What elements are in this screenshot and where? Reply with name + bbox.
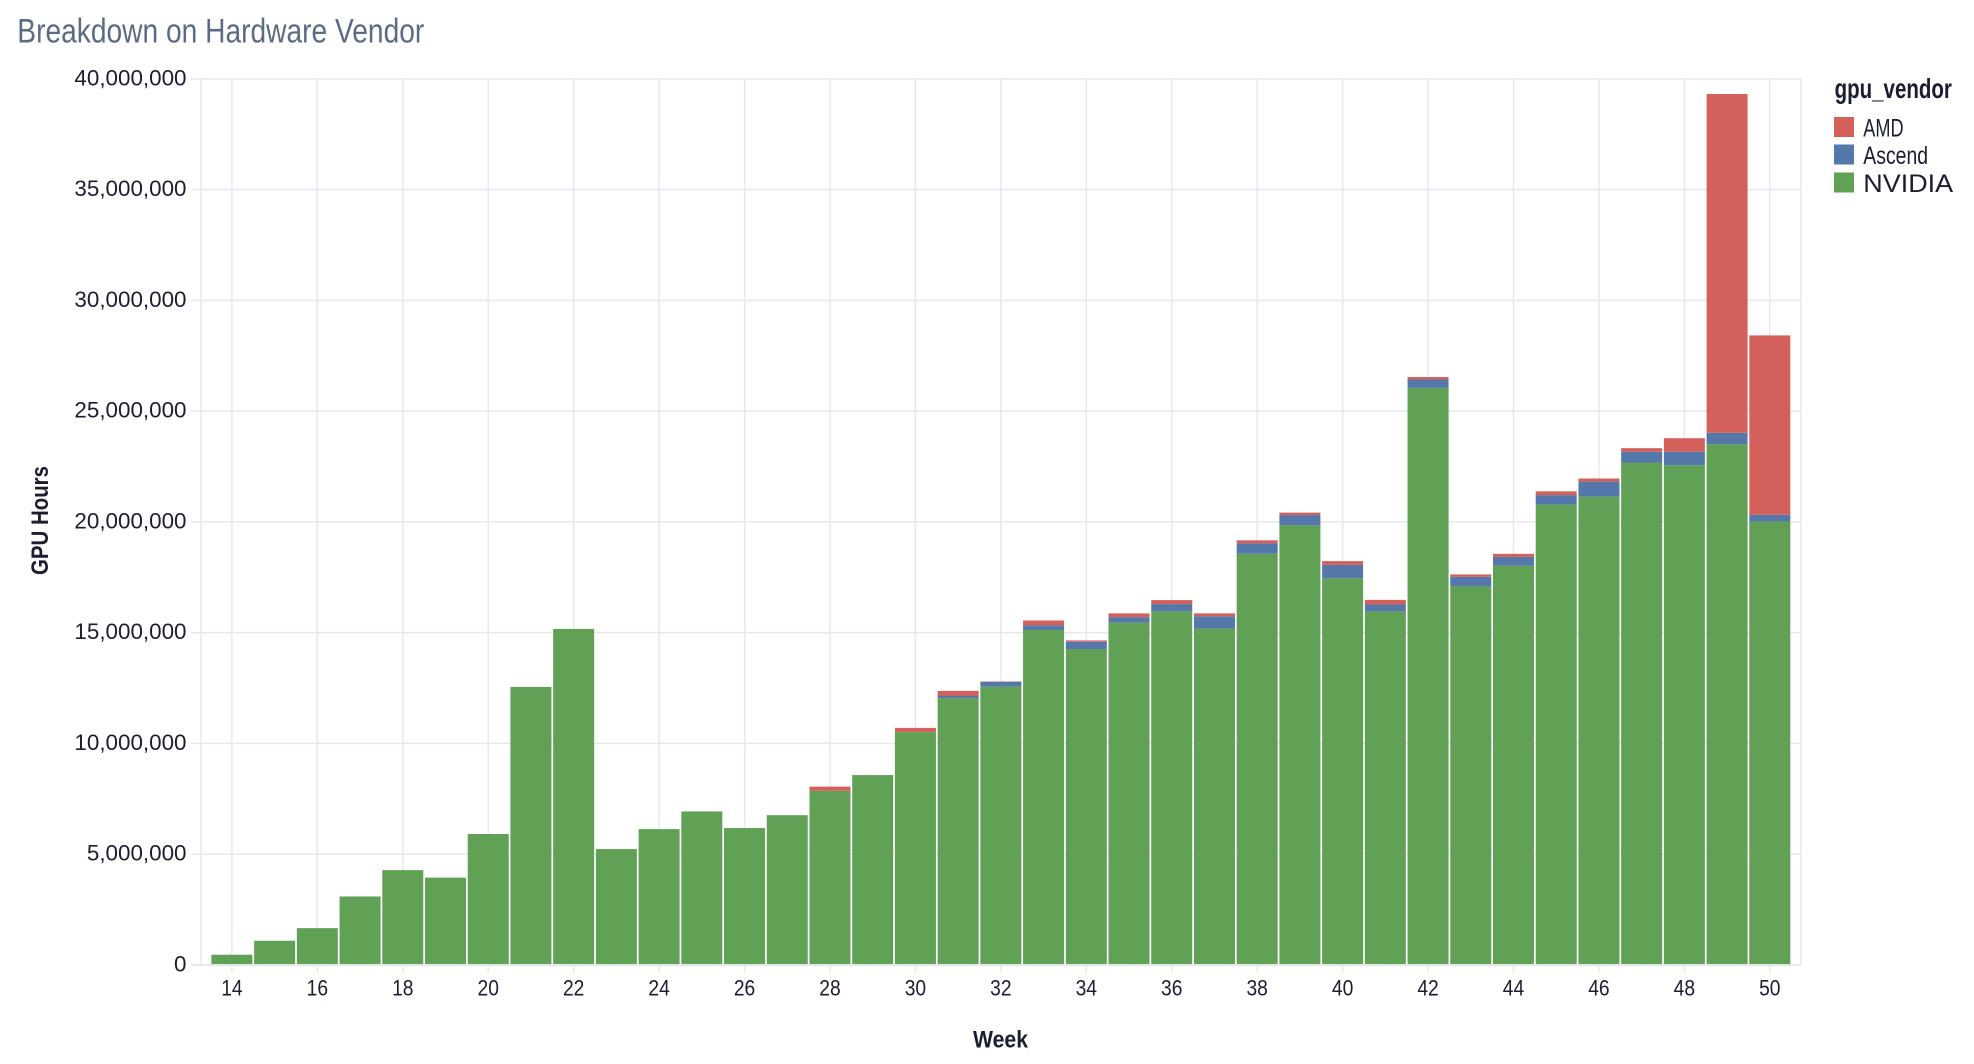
svg-text:18: 18 bbox=[392, 976, 413, 1001]
svg-text:gpu_vendor: gpu_vendor bbox=[1835, 73, 1952, 104]
svg-text:Week: Week bbox=[973, 1027, 1028, 1054]
svg-text:46: 46 bbox=[1588, 976, 1609, 1001]
svg-text:40,000,000: 40,000,000 bbox=[74, 65, 186, 90]
svg-text:26: 26 bbox=[734, 976, 755, 1001]
svg-text:36: 36 bbox=[1161, 976, 1182, 1001]
svg-text:5,000,000: 5,000,000 bbox=[87, 841, 187, 866]
svg-text:32: 32 bbox=[990, 976, 1011, 1001]
svg-text:Breakdown on Hardware Vendor: Breakdown on Hardware Vendor bbox=[17, 12, 424, 50]
svg-text:40: 40 bbox=[1332, 976, 1353, 1001]
svg-text:34: 34 bbox=[1076, 976, 1097, 1001]
svg-text:20,000,000: 20,000,000 bbox=[74, 508, 186, 533]
svg-text:24: 24 bbox=[648, 976, 669, 1001]
svg-text:38: 38 bbox=[1246, 976, 1267, 1001]
svg-text:20: 20 bbox=[478, 976, 499, 1001]
svg-text:15,000,000: 15,000,000 bbox=[74, 619, 186, 644]
svg-text:16: 16 bbox=[307, 976, 328, 1001]
svg-text:AMD: AMD bbox=[1863, 115, 1903, 143]
svg-text:42: 42 bbox=[1417, 976, 1438, 1001]
svg-text:30,000,000: 30,000,000 bbox=[74, 287, 186, 312]
svg-text:44: 44 bbox=[1503, 976, 1524, 1001]
svg-text:GPU Hours: GPU Hours bbox=[27, 466, 54, 575]
svg-text:30: 30 bbox=[905, 976, 926, 1001]
svg-text:22: 22 bbox=[563, 976, 584, 1001]
svg-text:10,000,000: 10,000,000 bbox=[74, 730, 186, 755]
svg-text:Ascend: Ascend bbox=[1863, 142, 1928, 170]
svg-text:25,000,000: 25,000,000 bbox=[74, 398, 186, 423]
svg-text:14: 14 bbox=[221, 976, 242, 1001]
svg-text:48: 48 bbox=[1674, 976, 1695, 1001]
svg-text:35,000,000: 35,000,000 bbox=[74, 176, 186, 201]
svg-text:NVIDIA: NVIDIA bbox=[1863, 170, 1953, 198]
svg-text:0: 0 bbox=[174, 951, 186, 976]
svg-text:28: 28 bbox=[819, 976, 840, 1001]
svg-text:50: 50 bbox=[1759, 976, 1780, 1001]
